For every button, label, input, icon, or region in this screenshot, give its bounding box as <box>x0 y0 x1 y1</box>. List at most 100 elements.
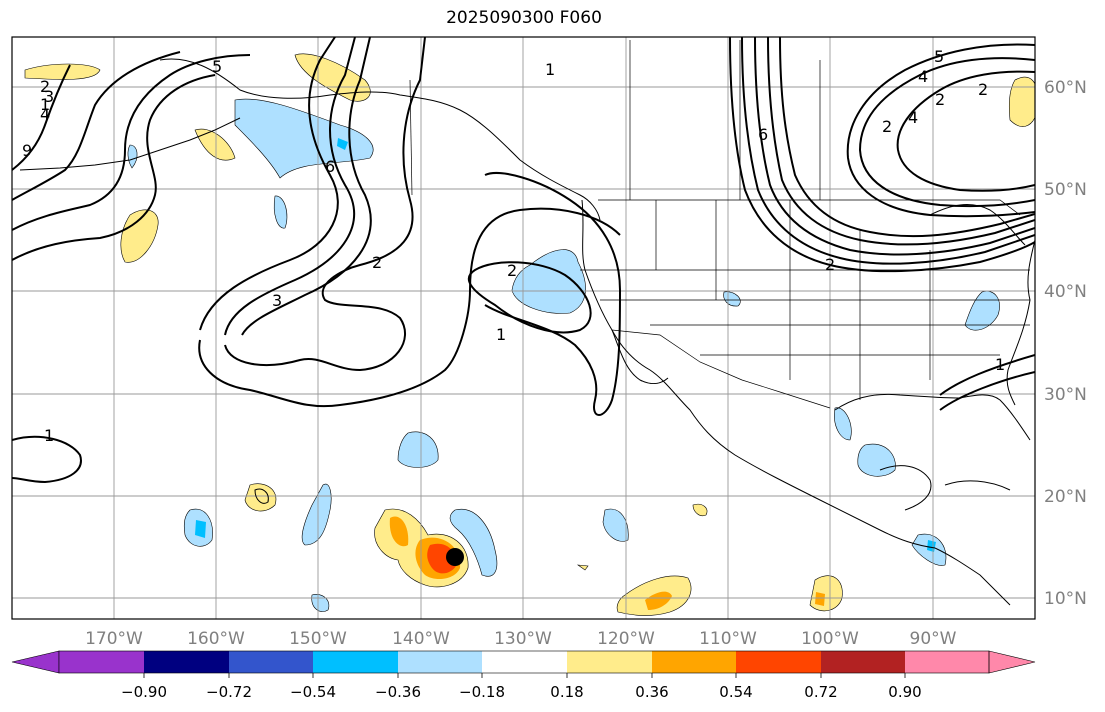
map-frame <box>11 36 1036 620</box>
colorbar-bin <box>905 651 989 673</box>
coast-alaska <box>159 58 601 221</box>
colorbar-ticks <box>143 673 906 678</box>
shade-pos-storm-orange1 <box>389 516 409 547</box>
lon-label: 170°W <box>85 629 143 649</box>
contour-label: 2 <box>825 255 835 274</box>
colorbar-bin <box>567 651 652 673</box>
shade-neg-guatemala-core <box>927 540 936 552</box>
lat-label: 40°N <box>1044 282 1087 302</box>
contour-label: 2 <box>372 253 382 272</box>
shade-neg-ca <box>511 249 586 314</box>
contour-label: 1 <box>995 355 1005 374</box>
colorbar-tick-label: −0.36 <box>375 683 421 701</box>
map-title: 2025090300 F060 <box>446 8 602 28</box>
lon-label: 120°W <box>597 629 655 649</box>
contour-label: 2 <box>40 77 50 96</box>
shade-pos-aleut <box>194 128 236 161</box>
contour-label: 5 <box>934 47 944 66</box>
border-us-canada <box>598 199 1021 216</box>
anomaly-shading <box>24 53 1035 616</box>
contour-labels: 1 2 3 4 5 6 9 3 2 1 2 1 1 2 4 5 6 2 4 2 … <box>22 47 1005 445</box>
contour-label: 2 <box>978 80 988 99</box>
contour-label: 6 <box>325 157 335 176</box>
colorbar-bin <box>144 651 229 673</box>
border-us-mexico <box>611 329 831 409</box>
shade-neg-small1 <box>273 195 288 229</box>
shade-pos-small <box>692 503 708 517</box>
shade-neg-midwest <box>964 290 1000 331</box>
colorbar-extend-low <box>11 650 60 674</box>
shade-pos-labrador <box>1008 76 1035 127</box>
colorbar-bin <box>736 651 821 673</box>
lon-label: 150°W <box>289 629 347 649</box>
lon-label: 140°W <box>392 629 450 649</box>
storm-center-marker <box>446 548 464 566</box>
contour-label: 1 <box>40 95 50 114</box>
lon-label: 160°W <box>187 629 245 649</box>
contour-label: 3 <box>44 87 54 106</box>
shade-neg-pac4 <box>449 508 498 577</box>
contour-label: 2 <box>935 90 945 109</box>
lat-label: 30°N <box>1044 385 1087 405</box>
shade-pos-mex2 <box>809 575 843 612</box>
colorbar-extend-high <box>988 650 1036 674</box>
colorbar-tick-label: −0.72 <box>206 683 252 701</box>
lon-label: 100°W <box>801 629 859 649</box>
colorbar-bin <box>313 651 398 673</box>
contour-label: 6 <box>758 125 768 144</box>
colorbar-frame <box>58 650 990 674</box>
contour-label: 1 <box>545 60 555 79</box>
colorbar-bin <box>59 651 144 673</box>
colorbar-tick-label: −0.54 <box>290 683 336 701</box>
shade-neg-texas <box>834 407 852 441</box>
shade-neg-pac5 <box>602 508 629 542</box>
colorbar-bin <box>229 651 313 673</box>
coast-east <box>1006 239 1035 406</box>
colorbar-tick-label: 0.72 <box>804 683 837 701</box>
contour-label: 1 <box>496 325 506 344</box>
colorbar-bin <box>482 651 567 673</box>
lat-label: 10°N <box>1044 589 1087 609</box>
contour-label: 5 <box>212 57 222 76</box>
contour-label: 3 <box>272 291 282 310</box>
shade-pos-gulf-ak <box>294 53 371 102</box>
coast-aleutians <box>19 117 241 171</box>
shade-neg-pac2 <box>301 483 332 546</box>
coast-hawaii <box>254 488 269 504</box>
lon-label: 130°W <box>494 629 552 649</box>
contours <box>12 37 1035 484</box>
lat-label: 60°N <box>1044 78 1087 98</box>
shade-neg-pac3-core <box>195 520 206 538</box>
colorbar: −0.90 −0.72 −0.54 −0.36 −0.18 0.18 0.36 … <box>11 650 1036 701</box>
colorbar-tick-label: 0.90 <box>888 683 921 701</box>
states <box>580 200 1030 400</box>
colorbar-tick-label: −0.90 <box>121 683 167 701</box>
colorbar-tick-label: 0.54 <box>719 683 752 701</box>
border-alaska-canada <box>409 79 413 196</box>
coast-gulf <box>834 393 1031 441</box>
contour-label: 4 <box>40 105 50 124</box>
shade-neg-pac1 <box>397 431 439 468</box>
colorbar-tick-label: −0.18 <box>459 683 505 701</box>
shade-neg-nevada <box>723 291 741 307</box>
shade-pos-mex1-core <box>645 591 672 610</box>
borders <box>409 40 1030 409</box>
coast-hudson <box>929 204 1026 246</box>
lat-label: 20°N <box>1044 487 1087 507</box>
coast-westcoast <box>581 199 936 549</box>
shade-neg-pac6 <box>311 594 330 612</box>
shade-pos-small2 <box>576 564 589 571</box>
contour-label: 2 <box>507 261 517 280</box>
shade-pos-mex2-core <box>815 592 825 606</box>
colorbar-tick-label: 0.36 <box>635 683 668 701</box>
coast-centralam <box>934 547 1011 606</box>
coast-yucatan <box>879 465 932 511</box>
shade-neg-gulf <box>857 443 896 477</box>
lat-label: 50°N <box>1044 180 1087 200</box>
shade-neg-small2 <box>127 144 138 169</box>
canada-prov <box>629 40 821 200</box>
shade-pos-npac <box>120 209 159 263</box>
colorbar-bin <box>821 651 905 673</box>
colorbar-bin <box>398 651 482 673</box>
